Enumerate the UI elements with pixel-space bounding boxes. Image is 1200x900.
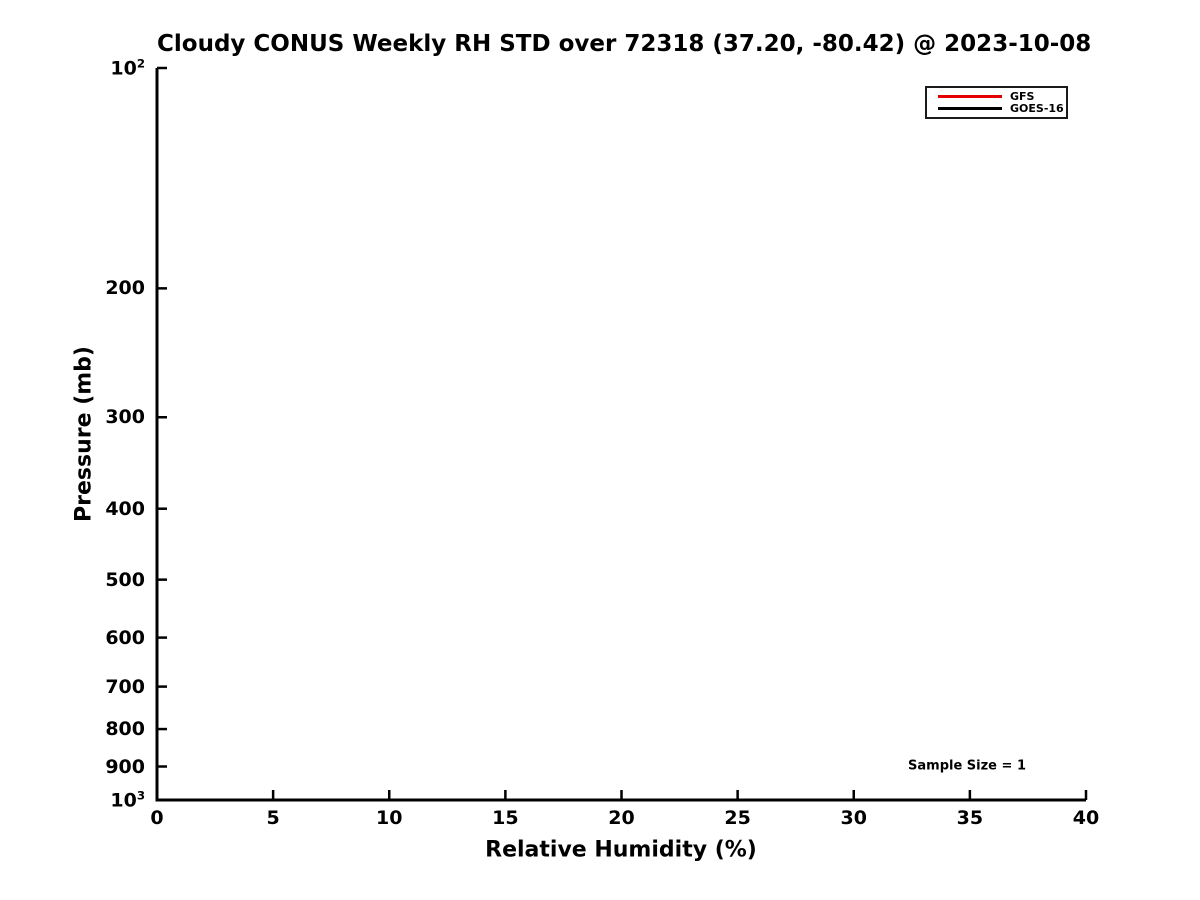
x-tick-label: 15 <box>492 807 519 829</box>
y-tick-label: 700 <box>105 675 145 698</box>
exponent: 3 <box>136 788 145 803</box>
y-tick-label: 400 <box>105 497 145 520</box>
x-tick-label: 30 <box>840 807 867 829</box>
exponent: 2 <box>136 56 145 71</box>
y-tick-label: 200 <box>105 277 145 300</box>
y-tick-label: 300 <box>105 406 145 429</box>
x-tick-label: 5 <box>266 807 280 829</box>
x-tick-label: 20 <box>608 807 635 829</box>
legend-entry: GOES-16 <box>938 102 1064 116</box>
x-tick-label: 10 <box>376 807 403 829</box>
legend-entry-label: GFS <box>1010 89 1035 103</box>
x-tick-label: 0 <box>150 807 164 829</box>
legend-entry: GFS <box>938 91 1062 102</box>
y-tick-label: 600 <box>105 626 145 649</box>
y-tick-label: 800 <box>105 718 145 741</box>
chart-title: Cloudy CONUS Weekly RH STD over 72318 (3… <box>157 31 1092 57</box>
y-tick-label: 103 <box>110 788 145 812</box>
x-tick-label: 40 <box>1072 807 1100 829</box>
sample-size-annotation: Sample Size = 1 <box>908 758 1026 774</box>
x-tick-label: 35 <box>956 807 984 829</box>
legend: GFS GOES-16 <box>925 86 1068 119</box>
legend-entry-label: GOES-16 <box>1010 102 1064 116</box>
x-axis-label: Relative Humidity (%) <box>485 837 757 863</box>
y-tick-label: 500 <box>105 568 145 591</box>
x-tick-label: 25 <box>724 807 751 829</box>
legend-line-swatch <box>938 94 1002 98</box>
y-tick-label: 102 <box>110 56 145 80</box>
legend-line-swatch <box>938 107 1002 111</box>
y-tick-label: 900 <box>105 755 145 778</box>
